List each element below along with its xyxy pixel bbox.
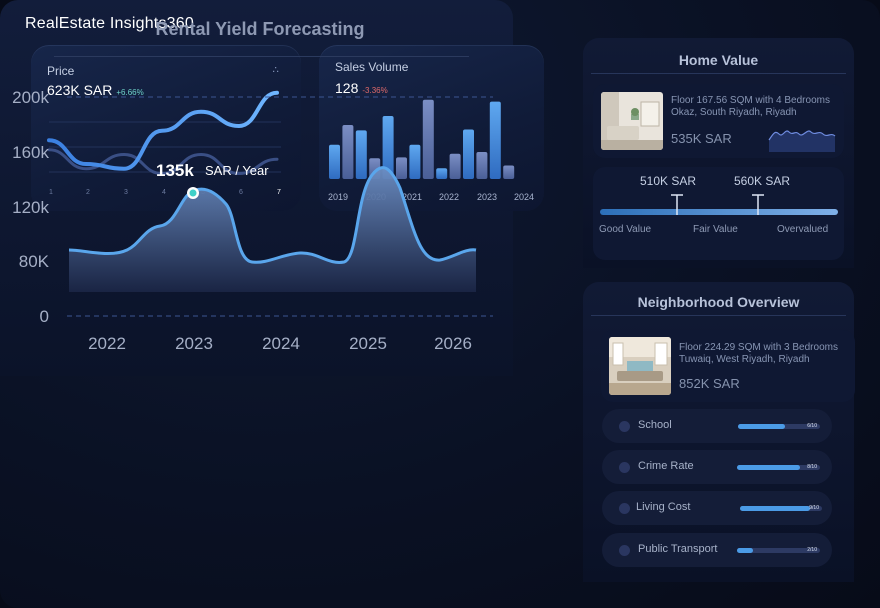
metric-fill <box>738 424 785 429</box>
callout-unit: SAR / Year <box>205 163 269 178</box>
price-main-line <box>47 90 279 171</box>
sales-bar <box>409 144 421 179</box>
sales-bar <box>436 168 448 179</box>
price-value: 623K SAR <box>47 82 113 98</box>
sales-bar <box>342 125 354 179</box>
sales-bar <box>476 152 488 179</box>
metric-public-transport[interactable]: Public Transport 2/10 <box>602 533 832 567</box>
rental-x-tick: 2023 <box>175 334 213 353</box>
listing-description-line1: Floor 167.56 SQM with 4 Bedrooms <box>671 95 830 106</box>
sales-bar <box>355 130 367 179</box>
app-title: RealEstate Insights360 <box>25 15 194 32</box>
rental-y-tick: 0 <box>40 307 49 326</box>
metric-fill <box>737 548 753 553</box>
sales-bar <box>329 144 340 179</box>
rental-x-tick: 2026 <box>434 334 472 353</box>
price-label: Price <box>47 64 75 78</box>
sales-bar <box>449 153 461 179</box>
value-scale-bar <box>600 209 838 215</box>
neighborhood-description-line1: Floor 224.29 SQM with 3 Bedrooms <box>679 342 838 353</box>
neighborhood-listing-price: 852K SAR <box>679 376 740 391</box>
good-value-label: Good Value <box>599 224 652 235</box>
sales-x-tick: 2022 <box>439 192 459 202</box>
price-secondary-line <box>47 148 279 176</box>
listing-price: 535K SAR <box>671 131 732 146</box>
sales-bar <box>489 101 501 179</box>
metric-fill <box>740 506 811 511</box>
listing-photo <box>601 92 663 150</box>
price-x-tick: 6 <box>239 189 243 196</box>
rental-x-tick: 2025 <box>349 334 387 353</box>
rental-y-tick: 200k <box>12 88 49 107</box>
dots-icon[interactable]: ∴ <box>272 65 279 76</box>
neighborhood-divider <box>591 315 846 316</box>
sales-x-tick: 2021 <box>402 192 422 202</box>
neighborhood-description-line2: Tuwaiq, West Riyadh, Riyadh <box>679 354 810 365</box>
metric-label: Crime Rate <box>638 460 694 472</box>
low-marker-label: 510K SAR <box>640 174 697 188</box>
circle-icon <box>619 462 630 473</box>
home-value-title: Home Value <box>678 52 759 68</box>
sales-x-tick: 2023 <box>477 192 497 202</box>
sales-bar <box>503 165 515 179</box>
rental-title: Rental Yield Forecasting <box>155 19 365 39</box>
rental-callout-dot <box>189 189 197 197</box>
metric-fill <box>737 465 801 470</box>
listing-sparkline <box>768 130 836 152</box>
metric-score: 6/10 <box>807 423 817 429</box>
overvalued-label: Overvalued <box>777 224 829 235</box>
metric-score: 8/10 <box>807 464 817 470</box>
sales-bar <box>396 157 407 179</box>
metric-label: Public Transport <box>638 543 718 555</box>
metric-living-cost[interactable]: Living Cost 9/10 <box>602 491 832 525</box>
price-x-tick: 3 <box>124 189 128 196</box>
circle-icon <box>619 503 630 514</box>
callout-value: 135k <box>156 161 194 180</box>
rental-y-tick: 160k <box>12 143 49 162</box>
neighborhood-listing-photo <box>609 337 671 395</box>
rental-area <box>69 167 476 292</box>
price-change: +6.66% <box>116 88 144 97</box>
metric-crime-rate[interactable]: Crime Rate 8/10 <box>602 450 832 484</box>
sales-bar <box>422 99 434 179</box>
fair-value-label: Fair Value <box>693 224 738 235</box>
rental-y-tick: 80K <box>19 252 50 271</box>
sales-bar <box>463 129 474 179</box>
price-x-tick: 2 <box>86 189 90 196</box>
metric-label: Living Cost <box>636 501 691 513</box>
high-marker-label: 560K SAR <box>734 174 791 188</box>
price-x-tick: 7 <box>277 189 281 196</box>
metric-school[interactable]: School 6/10 <box>602 409 832 443</box>
home-value-listing[interactable]: Floor 167.56 SQM with 4 Bedrooms Okaz, S… <box>593 84 844 158</box>
price-x-tick: 1 <box>49 189 53 196</box>
sales-label: Sales Volume <box>335 60 409 74</box>
sales-bar <box>382 116 394 179</box>
metric-label: School <box>638 419 672 431</box>
sales-x-tick: 2019 <box>328 192 348 202</box>
metric-score: 9/10 <box>809 505 819 511</box>
value-scale: 510K SAR 560K SAR Good Value Fair Value … <box>593 167 844 260</box>
circle-icon <box>619 421 630 432</box>
sales-change: -3.36% <box>362 86 388 95</box>
rental-x-tick: 2024 <box>262 334 300 353</box>
circle-icon <box>619 545 630 556</box>
neighborhood-listing[interactable]: Floor 224.29 SQM with 3 Bedrooms Tuwaiq,… <box>601 330 855 402</box>
rental-yield-card: 200k 160k 120k 80K 0 2022 2023 2024 2025 2026 13… <box>0 0 513 376</box>
rental-y-tick: 120k <box>12 198 49 217</box>
metric-score: 2/10 <box>807 547 817 553</box>
price-card[interactable]: 1234567 Price 623K SAR+6.66% ∴ <box>31 45 301 211</box>
sales-volume-card[interactable]: 201920202021202220232024 Sales Volume 12… <box>319 45 544 211</box>
rental-line <box>68 166 477 264</box>
home-value-divider <box>591 73 846 74</box>
sales-value: 128 <box>335 80 359 96</box>
sales-x-tick: 2024 <box>514 192 534 202</box>
listing-description-line2: Okaz, South Riyadh, Riyadh <box>671 107 797 118</box>
neighborhood-title: Neighborhood Overview <box>637 294 800 310</box>
rental-x-tick: 2022 <box>88 334 126 353</box>
sales-bar-chart: 201920202021202220232024 <box>328 99 534 202</box>
rental-title-divider <box>54 56 469 57</box>
price-x-tick: 4 <box>162 189 166 196</box>
